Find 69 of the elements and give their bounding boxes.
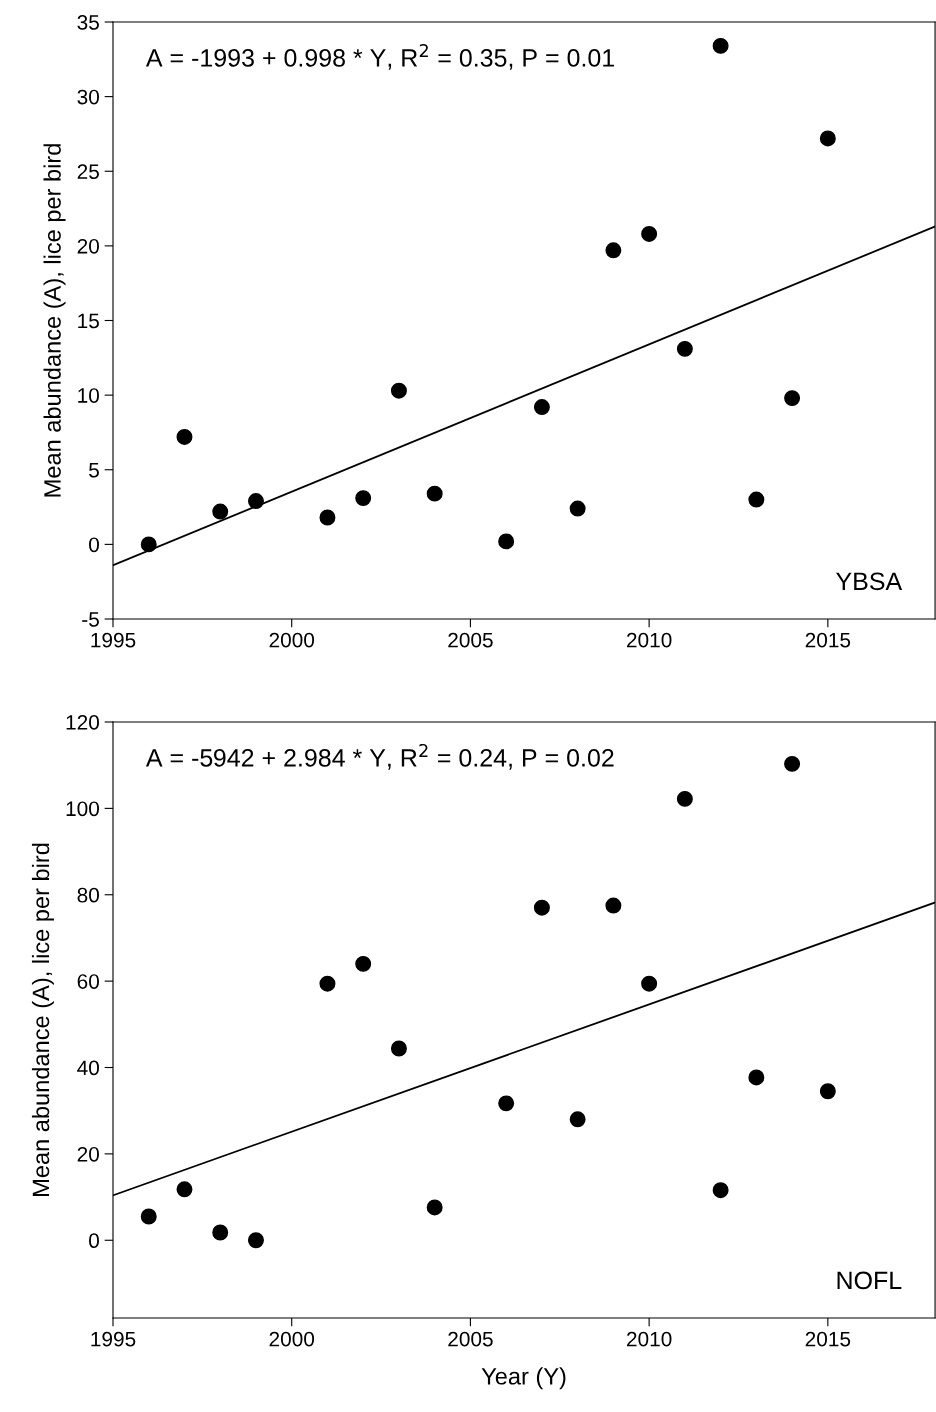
point [712,1182,729,1199]
point [140,1208,157,1225]
y-tick-label: 40 [77,1060,99,1076]
x-tick-label: 2005 [448,632,493,648]
y-tick-label: 5 [89,462,99,478]
point [784,390,801,407]
point [390,382,407,399]
y-tick-label: 15 [78,313,99,329]
x-tick-label: 2000 [269,1331,315,1347]
point [355,490,372,507]
x-tick-label: 2015 [805,632,851,648]
point [140,536,157,553]
y-axis-title: Mean abundance (A), lice per bird [31,843,54,1196]
point [176,1181,193,1198]
annotation: YBSA [836,572,903,591]
x-tick-label: 2005 [448,1331,493,1347]
point [498,1095,515,1112]
x-tick-label: 1995 [91,632,136,648]
point [712,37,729,54]
y-tick-label: 60 [77,974,99,989]
annotation: A = -5942 + 2.984 * Y, R$^{2}$ = 0.24, P = 0.02 [145,743,614,770]
point [676,790,693,807]
point [533,899,550,916]
y-tick-label: 30 [77,89,99,105]
point [748,491,765,508]
point [498,533,515,550]
point [569,500,586,517]
annotation: A = -1993 + 0.998 * Y, R$^{2}$ = 0.35, P = 0.01 [145,43,614,70]
point [355,955,372,972]
x-tick-label: 2010 [627,632,672,648]
point [426,485,443,502]
y-tick-label: 20 [77,238,99,254]
point [641,975,658,992]
y-tick-label: 35 [77,15,99,30]
point [533,399,550,416]
point [247,493,264,510]
point [784,755,801,772]
x-tick-label: 2000 [269,632,315,648]
point [748,1069,765,1086]
point [319,975,336,992]
y-tick-label: -5 [82,612,99,627]
point [212,1224,229,1241]
point [390,1040,407,1057]
point [247,1232,264,1249]
y-tick-label: 100 [66,801,99,817]
annotation: NOFL [837,1271,902,1290]
x-tick-label: 1995 [91,1331,136,1347]
point [605,897,622,914]
y-tick-label: 0 [89,1233,99,1249]
y-tick-label: 80 [77,887,99,903]
x-tick-label: 2015 [805,1331,851,1347]
point [819,130,836,147]
point [641,225,658,242]
y-tick-label: 120 [66,715,99,730]
y-axis-title: Mean abundance (A), lice per bird [43,144,66,497]
y-tick-label: 20 [77,1146,99,1162]
point [569,1111,586,1128]
point [426,1199,443,1216]
y-tick-label: 10 [78,388,99,403]
x-axis-title: Year (Y) [481,1367,566,1390]
point [212,503,229,520]
x-tick-label: 2010 [627,1331,672,1347]
point [319,509,336,526]
point [676,340,693,357]
y-tick-label: 25 [77,164,99,179]
y-tick-label: 0 [89,537,99,553]
point [176,428,193,445]
point [605,242,622,259]
point [819,1083,836,1100]
